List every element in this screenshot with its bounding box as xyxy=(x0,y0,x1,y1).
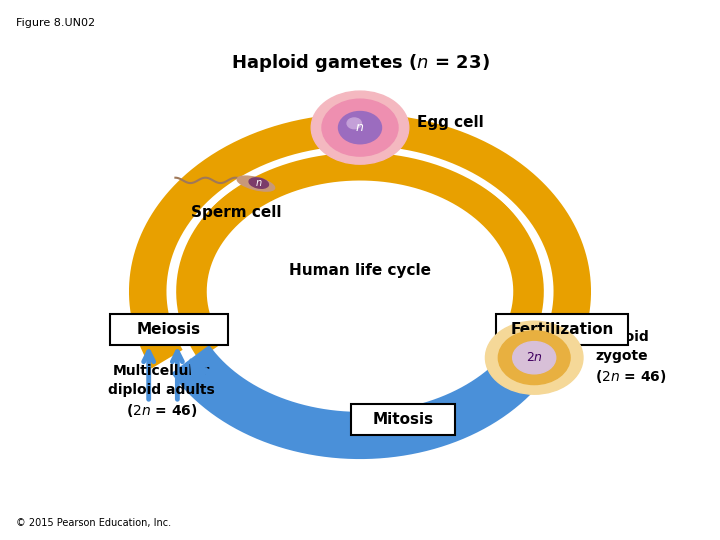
Text: $\it{n}$: $\it{n}$ xyxy=(356,121,364,134)
Text: Human life cycle: Human life cycle xyxy=(289,262,431,278)
Text: Mitosis: Mitosis xyxy=(372,412,433,427)
Polygon shape xyxy=(516,322,532,339)
Ellipse shape xyxy=(237,176,274,191)
Circle shape xyxy=(498,331,570,384)
Polygon shape xyxy=(190,359,212,380)
Text: Diploid
zygote
($\it{2n}$ = 46): Diploid zygote ($\it{2n}$ = 46) xyxy=(595,330,667,385)
FancyBboxPatch shape xyxy=(351,404,455,435)
Circle shape xyxy=(347,118,361,129)
Circle shape xyxy=(338,112,382,144)
Text: Figure 8.UN02: Figure 8.UN02 xyxy=(16,17,95,28)
FancyBboxPatch shape xyxy=(495,314,629,345)
Polygon shape xyxy=(552,340,571,359)
Text: $\it{2n}$: $\it{2n}$ xyxy=(526,351,543,364)
Ellipse shape xyxy=(249,178,269,188)
Text: $\it{n}$: $\it{n}$ xyxy=(255,178,263,188)
Circle shape xyxy=(322,99,398,156)
Text: Haploid gametes ($\it{n}$ = 23): Haploid gametes ($\it{n}$ = 23) xyxy=(230,52,490,74)
Circle shape xyxy=(513,342,556,374)
Text: Multicellular
diploid adults
($\it{2n}$ = 46): Multicellular diploid adults ($\it{2n}$ … xyxy=(108,364,215,419)
Text: Fertilization: Fertilization xyxy=(510,322,613,337)
Text: Sperm cell: Sperm cell xyxy=(191,205,281,220)
FancyBboxPatch shape xyxy=(109,314,228,345)
Circle shape xyxy=(311,91,409,164)
Text: Egg cell: Egg cell xyxy=(418,115,484,130)
Text: © 2015 Pearson Education, Inc.: © 2015 Pearson Education, Inc. xyxy=(16,518,171,528)
Text: Meiosis: Meiosis xyxy=(137,322,201,337)
Circle shape xyxy=(485,321,583,394)
